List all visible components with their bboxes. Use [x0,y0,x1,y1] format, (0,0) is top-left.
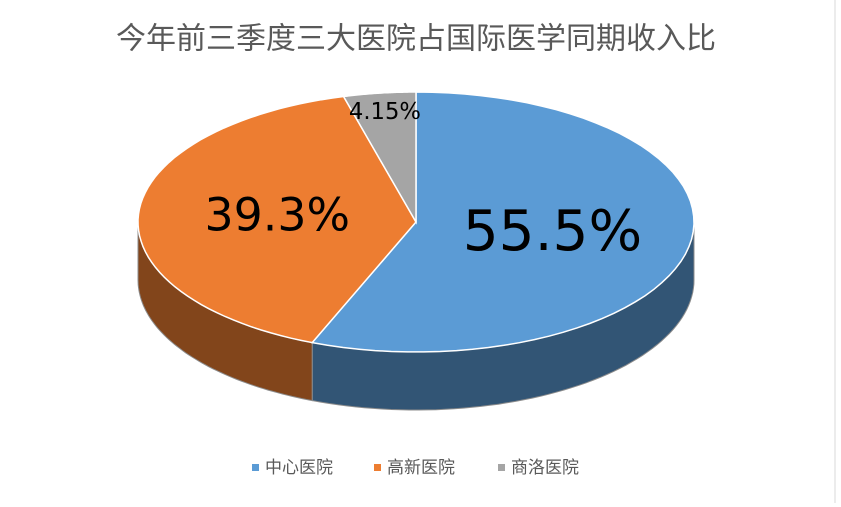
legend-marker [498,464,505,471]
data-label: 39.3% [204,188,350,242]
slice [342,91,417,225]
data-label: 55.5% [463,199,643,264]
slice [137,95,417,344]
slice [310,91,695,353]
legend-marker [374,464,381,471]
legend-label: 中心医院 [265,458,333,478]
data-label: 4.15% [349,99,421,125]
legend-label: 高新医院 [387,458,455,478]
legend-marker [252,464,259,471]
chart-title: 今年前三季度三大医院占国际医学同期收入比 [116,22,716,57]
legend-label: 商洛医院 [511,458,579,478]
